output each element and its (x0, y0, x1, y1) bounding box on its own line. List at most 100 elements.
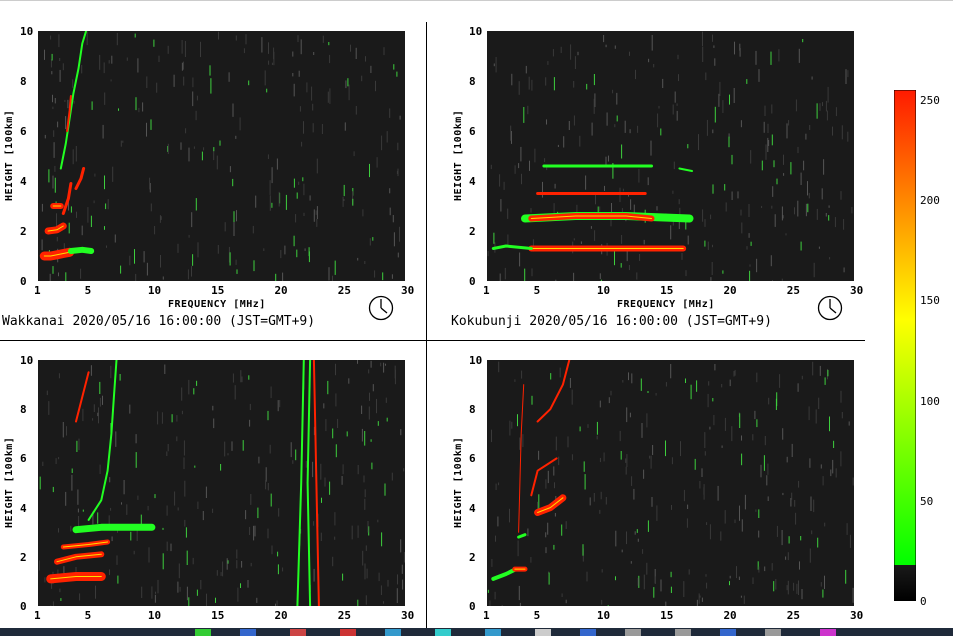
noise-mark (670, 571, 672, 578)
noise-mark (265, 467, 267, 482)
noise-mark (130, 531, 132, 541)
noise-mark (813, 499, 815, 513)
noise-mark (650, 140, 652, 156)
noise-mark (117, 575, 119, 584)
noise-mark (196, 95, 198, 101)
taskbar-app-icon[interactable] (535, 629, 551, 636)
noise-mark (65, 272, 67, 281)
noise-mark (209, 65, 211, 76)
noise-mark (527, 528, 529, 537)
y-tick-label: 2 (20, 550, 27, 564)
noise-mark (706, 522, 708, 525)
noise-mark (44, 577, 46, 583)
noise-mark (521, 173, 522, 185)
noise-mark (787, 552, 789, 561)
taskbar-app-icon[interactable] (485, 629, 501, 636)
noise-mark (48, 401, 50, 415)
noise-mark (622, 380, 624, 383)
taskbar-app-icon[interactable] (580, 629, 596, 636)
noise-mark (824, 575, 825, 589)
noise-mark (389, 188, 391, 194)
noise-mark (845, 69, 847, 84)
noise-mark (563, 136, 565, 148)
noise-mark (490, 164, 492, 170)
taskbar-app-icon[interactable] (290, 629, 306, 636)
noise-mark (104, 92, 106, 105)
noise-mark (825, 213, 827, 217)
taskbar-app-icon[interactable] (340, 629, 356, 636)
noise-mark (582, 544, 584, 556)
noise-mark (99, 54, 101, 70)
taskbar-app-icon[interactable] (820, 629, 836, 636)
noise-mark (80, 268, 82, 279)
noise-mark (157, 579, 159, 594)
noise-mark (121, 502, 122, 505)
noise-mark (392, 215, 394, 223)
noise-mark (285, 194, 287, 210)
noise-mark (709, 426, 711, 430)
noise-mark (756, 258, 758, 273)
noise-mark (790, 162, 792, 175)
noise-mark (670, 225, 672, 240)
noise-mark (233, 222, 235, 236)
noise-mark (346, 431, 348, 437)
noise-mark (202, 511, 204, 521)
noise-mark (166, 505, 168, 516)
noise-mark (50, 59, 52, 68)
noise-mark (795, 512, 797, 525)
noise-mark (641, 423, 643, 438)
noise-mark (375, 80, 376, 92)
noise-mark (302, 177, 304, 182)
noise-mark (271, 545, 273, 555)
noise-mark (174, 491, 176, 506)
noise-mark (86, 31, 88, 46)
noise-mark (343, 199, 345, 201)
noise-mark (162, 527, 164, 530)
noise-mark (79, 593, 81, 601)
noise-mark (220, 464, 222, 471)
noise-mark (504, 267, 506, 280)
noise-mark (819, 365, 821, 376)
noise-mark (694, 458, 696, 470)
noise-mark (801, 589, 803, 600)
noise-mark (341, 476, 343, 485)
noise-mark (637, 125, 639, 133)
noise-mark (654, 576, 656, 584)
noise-mark (323, 403, 325, 409)
noise-mark (213, 418, 215, 429)
noise-mark (306, 82, 308, 93)
noise-mark (78, 438, 80, 451)
noise-mark (740, 595, 742, 598)
taskbar-app-icon[interactable] (675, 629, 691, 636)
taskbar-app-icon[interactable] (720, 629, 736, 636)
noise-mark (818, 397, 820, 409)
taskbar-app-icon[interactable] (625, 629, 641, 636)
noise-mark (731, 191, 733, 200)
noise-mark (714, 106, 716, 123)
noise-mark (218, 31, 219, 40)
noise-mark (636, 272, 638, 280)
noise-mark (335, 444, 337, 458)
noise-mark (717, 485, 719, 501)
noise-mark (746, 79, 748, 84)
noise-mark (137, 495, 139, 500)
noise-mark (56, 236, 58, 242)
noise-mark (361, 75, 363, 82)
x-tick-label: 15 (660, 609, 674, 622)
taskbar-app-icon[interactable] (195, 629, 211, 636)
noise-mark (93, 200, 95, 204)
noise-mark (635, 69, 636, 80)
noise-mark (71, 474, 73, 491)
taskbar-app-icon[interactable] (435, 629, 451, 636)
noise-mark (146, 122, 147, 137)
taskbar-app-icon[interactable] (385, 629, 401, 636)
noise-mark (58, 272, 59, 277)
colorbar-tick-label: 250 (920, 94, 940, 108)
taskbar-app-icon[interactable] (240, 629, 256, 636)
noise-mark (489, 600, 491, 606)
ionogram-svg-kokubunji (487, 31, 853, 281)
noise-mark (800, 536, 802, 541)
noise-mark (277, 400, 279, 412)
taskbar-app-icon[interactable] (765, 629, 781, 636)
noise-mark (382, 272, 384, 281)
